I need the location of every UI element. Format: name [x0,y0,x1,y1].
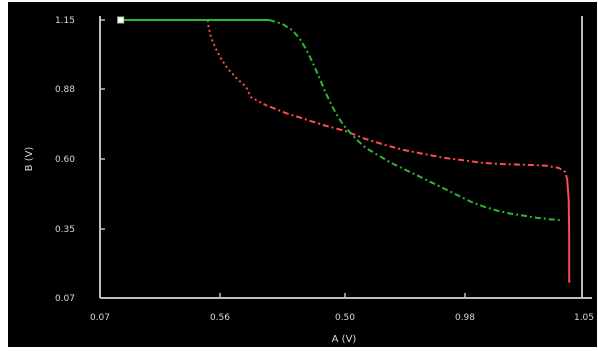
x-axis-title: A (V) [332,334,357,345]
y-tick-label: 0.07 [55,294,75,304]
series-0-line-dashed [264,103,569,180]
series-layer [117,16,571,283]
x-tick-label: 0.56 [210,313,230,323]
series-1-start-marker [117,16,125,24]
y-axis-title: B (V) [24,147,35,172]
x-tick-label: 0.07 [90,313,110,323]
series-0-line-tail [566,179,571,283]
y-tick-label: 0.60 [55,155,75,165]
x-tick-label: 0.98 [455,313,475,323]
x-tick-label: 1.05 [574,313,594,323]
y-tick-label: 1.15 [55,16,75,26]
chart: 1.15 0.88 0.60 0.35 0.07 0.07 0.56 0.50 … [8,2,597,347]
x-tick-label: 0.50 [335,313,355,323]
series-1-line-dashdot [268,19,563,222]
series-0-line-dotted [206,19,266,106]
y-tick-label: 0.35 [55,225,75,235]
y-tick-label: 0.88 [55,85,75,95]
